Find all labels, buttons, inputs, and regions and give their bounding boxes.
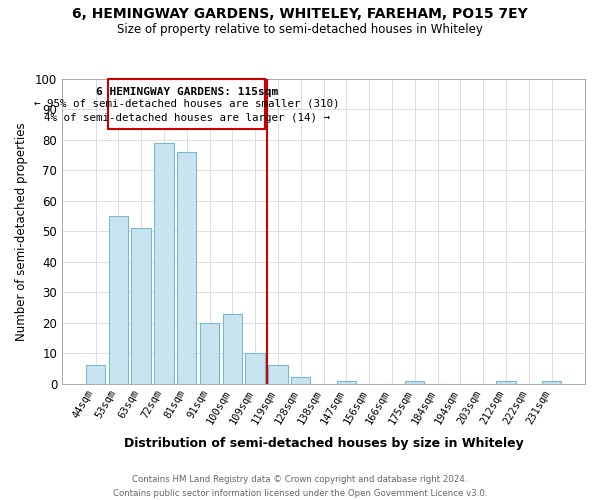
Text: 6, HEMINGWAY GARDENS, WHITELEY, FAREHAM, PO15 7EY: 6, HEMINGWAY GARDENS, WHITELEY, FAREHAM,… <box>72 8 528 22</box>
Bar <box>337 380 356 384</box>
Bar <box>86 366 105 384</box>
Bar <box>291 378 310 384</box>
Bar <box>496 380 515 384</box>
Bar <box>109 216 128 384</box>
Bar <box>154 143 173 384</box>
Text: Contains HM Land Registry data © Crown copyright and database right 2024.
Contai: Contains HM Land Registry data © Crown c… <box>113 476 487 498</box>
Y-axis label: Number of semi-detached properties: Number of semi-detached properties <box>15 122 28 340</box>
Text: Size of property relative to semi-detached houses in Whiteley: Size of property relative to semi-detach… <box>117 22 483 36</box>
Bar <box>223 314 242 384</box>
Text: 4% of semi-detached houses are larger (14) →: 4% of semi-detached houses are larger (1… <box>44 112 330 122</box>
Text: ← 95% of semi-detached houses are smaller (310): ← 95% of semi-detached houses are smalle… <box>34 99 340 109</box>
Bar <box>131 228 151 384</box>
Text: 6 HEMINGWAY GARDENS: 115sqm: 6 HEMINGWAY GARDENS: 115sqm <box>95 86 278 97</box>
Bar <box>200 322 219 384</box>
Bar <box>405 380 424 384</box>
Bar <box>108 79 265 130</box>
Bar <box>268 366 287 384</box>
Bar <box>542 380 561 384</box>
Bar <box>245 353 265 384</box>
Bar <box>177 152 196 384</box>
X-axis label: Distribution of semi-detached houses by size in Whiteley: Distribution of semi-detached houses by … <box>124 437 523 450</box>
